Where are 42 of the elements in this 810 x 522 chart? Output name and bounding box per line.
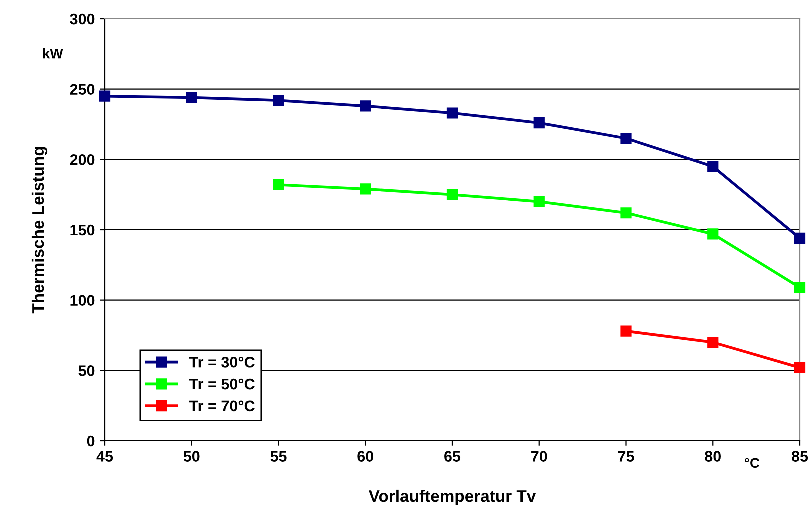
point <box>794 362 806 374</box>
x-tick-label: 55 <box>270 451 287 462</box>
point <box>99 90 111 102</box>
point <box>446 108 458 119</box>
point <box>794 232 806 244</box>
point <box>620 208 632 219</box>
x-tick-label: 65 <box>444 451 461 462</box>
y-tick-label: 300 <box>70 14 95 25</box>
point <box>273 95 284 106</box>
x-tick-label: 50 <box>184 451 200 462</box>
y-tick-label: 150 <box>70 224 95 236</box>
x-tick-label: 60 <box>358 451 374 462</box>
point <box>360 100 372 112</box>
x-axis-title: Vorlauftemperatur Tv <box>368 490 536 506</box>
y-tick-label: 50 <box>78 366 95 376</box>
y-tick-label: 100 <box>70 295 95 306</box>
x-tick-label: 45 <box>96 451 114 462</box>
point <box>446 189 458 200</box>
legend-label: Tr = 30°C <box>190 356 255 368</box>
y-tick-label: 250 <box>70 84 95 96</box>
point <box>620 133 632 144</box>
point <box>708 161 719 172</box>
x-tick-label: 75 <box>618 451 634 462</box>
point <box>794 282 806 294</box>
point <box>360 184 372 195</box>
x-tick-label: 80 <box>705 451 721 462</box>
y-tick-label: 0 <box>87 436 95 447</box>
point <box>534 196 545 208</box>
point <box>534 118 545 129</box>
y-axis-title: Thermische Leistung <box>32 147 48 314</box>
y-tick-label: 200 <box>70 154 95 166</box>
point <box>620 326 632 337</box>
legend-label: Tr = 70°C <box>190 400 255 412</box>
point <box>708 228 719 240</box>
legend-label: Tr = 50°C <box>190 378 255 390</box>
x-tick-label: 85 <box>792 451 808 462</box>
point <box>708 336 719 348</box>
point <box>273 179 284 191</box>
text: kW <box>43 48 64 59</box>
point <box>186 92 198 104</box>
x-tick-label: 70 <box>532 451 548 462</box>
text: °C <box>745 458 760 468</box>
